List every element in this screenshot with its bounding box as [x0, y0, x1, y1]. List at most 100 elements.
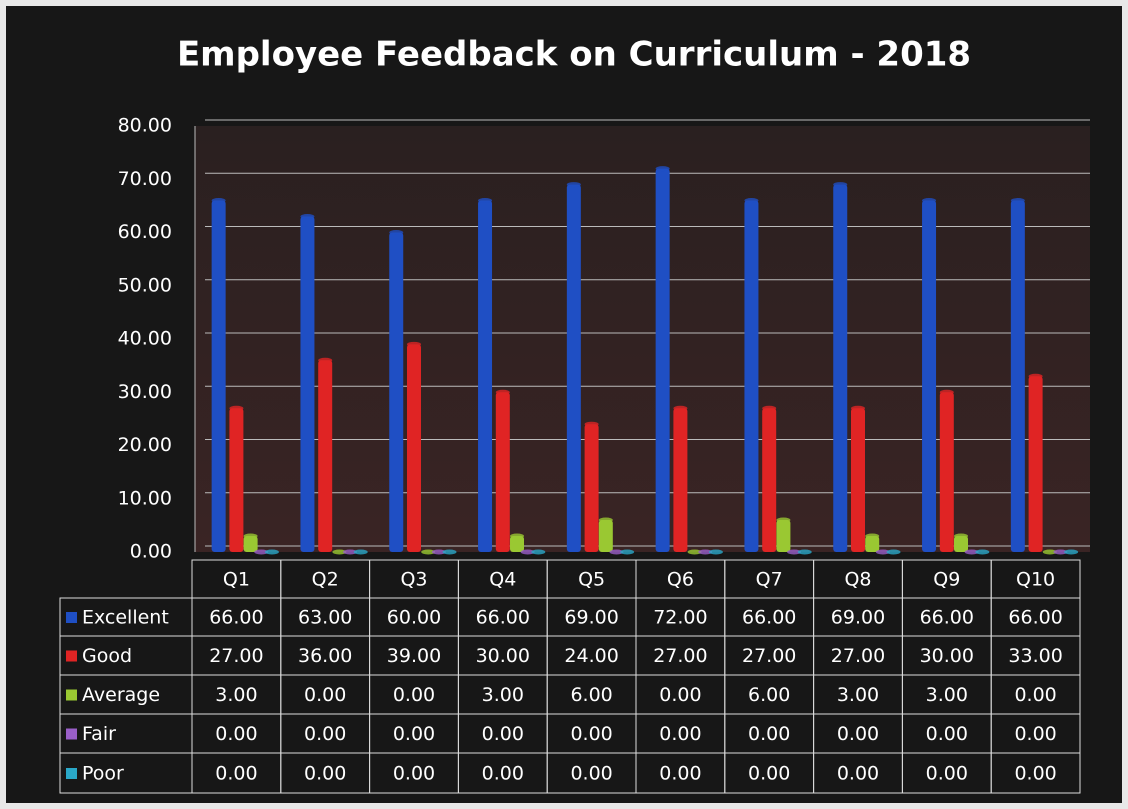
table-value: 30.00	[920, 645, 974, 667]
bar-cap	[797, 549, 812, 555]
bar-cap	[1064, 549, 1079, 555]
bar-cap	[708, 549, 723, 555]
bar-cap	[531, 549, 546, 555]
table-value: 69.00	[831, 607, 885, 629]
table-value: 66.00	[476, 607, 530, 629]
bar	[598, 520, 613, 552]
x-tick-label: Q3	[400, 569, 427, 591]
table-value: 39.00	[387, 645, 441, 667]
table-value: 24.00	[564, 645, 618, 667]
x-tick-label: Q6	[667, 569, 694, 591]
y-tick-label: 50.00	[118, 274, 172, 296]
bar-cap	[954, 533, 969, 539]
legend-label: Average	[82, 684, 160, 706]
bar	[865, 536, 880, 552]
bar-cap	[353, 549, 368, 555]
table-value: 0.00	[659, 684, 701, 706]
bar	[744, 200, 759, 553]
bar-cap	[1028, 373, 1043, 379]
table-value: 30.00	[476, 645, 530, 667]
bar-cap	[886, 549, 901, 555]
bar-cap	[389, 230, 404, 235]
table-value: 66.00	[1008, 607, 1062, 629]
bar	[655, 168, 670, 552]
y-tick-label: 10.00	[118, 487, 172, 509]
bar-cap	[421, 549, 436, 555]
x-tick-label: Q8	[844, 569, 871, 591]
bar	[478, 200, 493, 553]
bar-cap	[922, 198, 937, 204]
bar-cap	[478, 198, 493, 204]
table-value: 0.00	[1014, 723, 1056, 745]
bar-cap	[939, 389, 954, 395]
bar	[584, 424, 599, 552]
bar-cap	[609, 549, 624, 555]
table-value: 0.00	[926, 723, 968, 745]
table-value: 0.00	[304, 763, 346, 785]
table-value: 3.00	[482, 684, 524, 706]
legend-key	[66, 612, 77, 623]
table-cell	[990, 752, 1081, 794]
bar-cap	[851, 405, 865, 411]
bar-cap	[598, 517, 613, 523]
bar-cap	[510, 533, 525, 539]
chart-title: Employee Feedback on Curriculum - 2018	[177, 35, 971, 75]
bar	[389, 232, 404, 552]
bar-cap	[343, 549, 358, 555]
table-value: 0.00	[304, 723, 346, 745]
bar	[211, 200, 226, 553]
table-value: 27.00	[831, 645, 885, 667]
legend-key	[66, 768, 77, 779]
bar-cap	[875, 549, 890, 555]
bar	[407, 344, 421, 552]
bar-cap	[673, 405, 688, 411]
bar	[495, 392, 510, 552]
bar	[229, 408, 244, 552]
table-value: 66.00	[209, 607, 263, 629]
bar	[1028, 376, 1043, 552]
table-value: 0.00	[837, 763, 879, 785]
bar	[300, 216, 315, 552]
bar-cap	[975, 549, 990, 555]
table-value: 66.00	[920, 607, 974, 629]
table-value: 0.00	[393, 684, 435, 706]
table-value: 3.00	[837, 684, 879, 706]
bar-cap	[865, 533, 880, 539]
table-value: 0.00	[1014, 763, 1056, 785]
bar	[939, 392, 954, 552]
bar-cap	[211, 198, 226, 204]
table-value: 0.00	[482, 723, 524, 745]
bar	[922, 200, 937, 553]
bar-cap	[318, 357, 333, 363]
table-value: 0.00	[393, 763, 435, 785]
x-tick-label: Q7	[756, 569, 783, 591]
y-tick-label: 20.00	[118, 434, 172, 456]
bar-cap	[495, 389, 510, 395]
table-value: 36.00	[298, 645, 352, 667]
y-tick-label: 60.00	[118, 221, 172, 243]
bar-cap	[687, 549, 702, 555]
table-value: 0.00	[393, 723, 435, 745]
table-value: 0.00	[570, 763, 612, 785]
x-tick-label: Q9	[933, 569, 960, 591]
bar-cap	[776, 517, 791, 523]
bar-cap	[520, 549, 535, 555]
table-value: 0.00	[748, 723, 790, 745]
bar-cap	[833, 182, 848, 188]
bar	[510, 536, 525, 552]
table-value: 0.00	[570, 723, 612, 745]
bar-cap	[1042, 549, 1057, 555]
bar-cap	[964, 549, 979, 555]
bar	[833, 184, 848, 552]
legend-label: Excellent	[82, 607, 169, 629]
bar	[566, 184, 581, 552]
legend-key	[66, 650, 77, 662]
table-value: 63.00	[298, 607, 352, 629]
x-tick-label: Q2	[312, 569, 339, 591]
y-tick-label: 70.00	[118, 168, 172, 190]
table-value: 6.00	[570, 684, 612, 706]
bar-cap	[332, 549, 347, 555]
table-value: 0.00	[659, 723, 701, 745]
table-value: 72.00	[653, 607, 707, 629]
